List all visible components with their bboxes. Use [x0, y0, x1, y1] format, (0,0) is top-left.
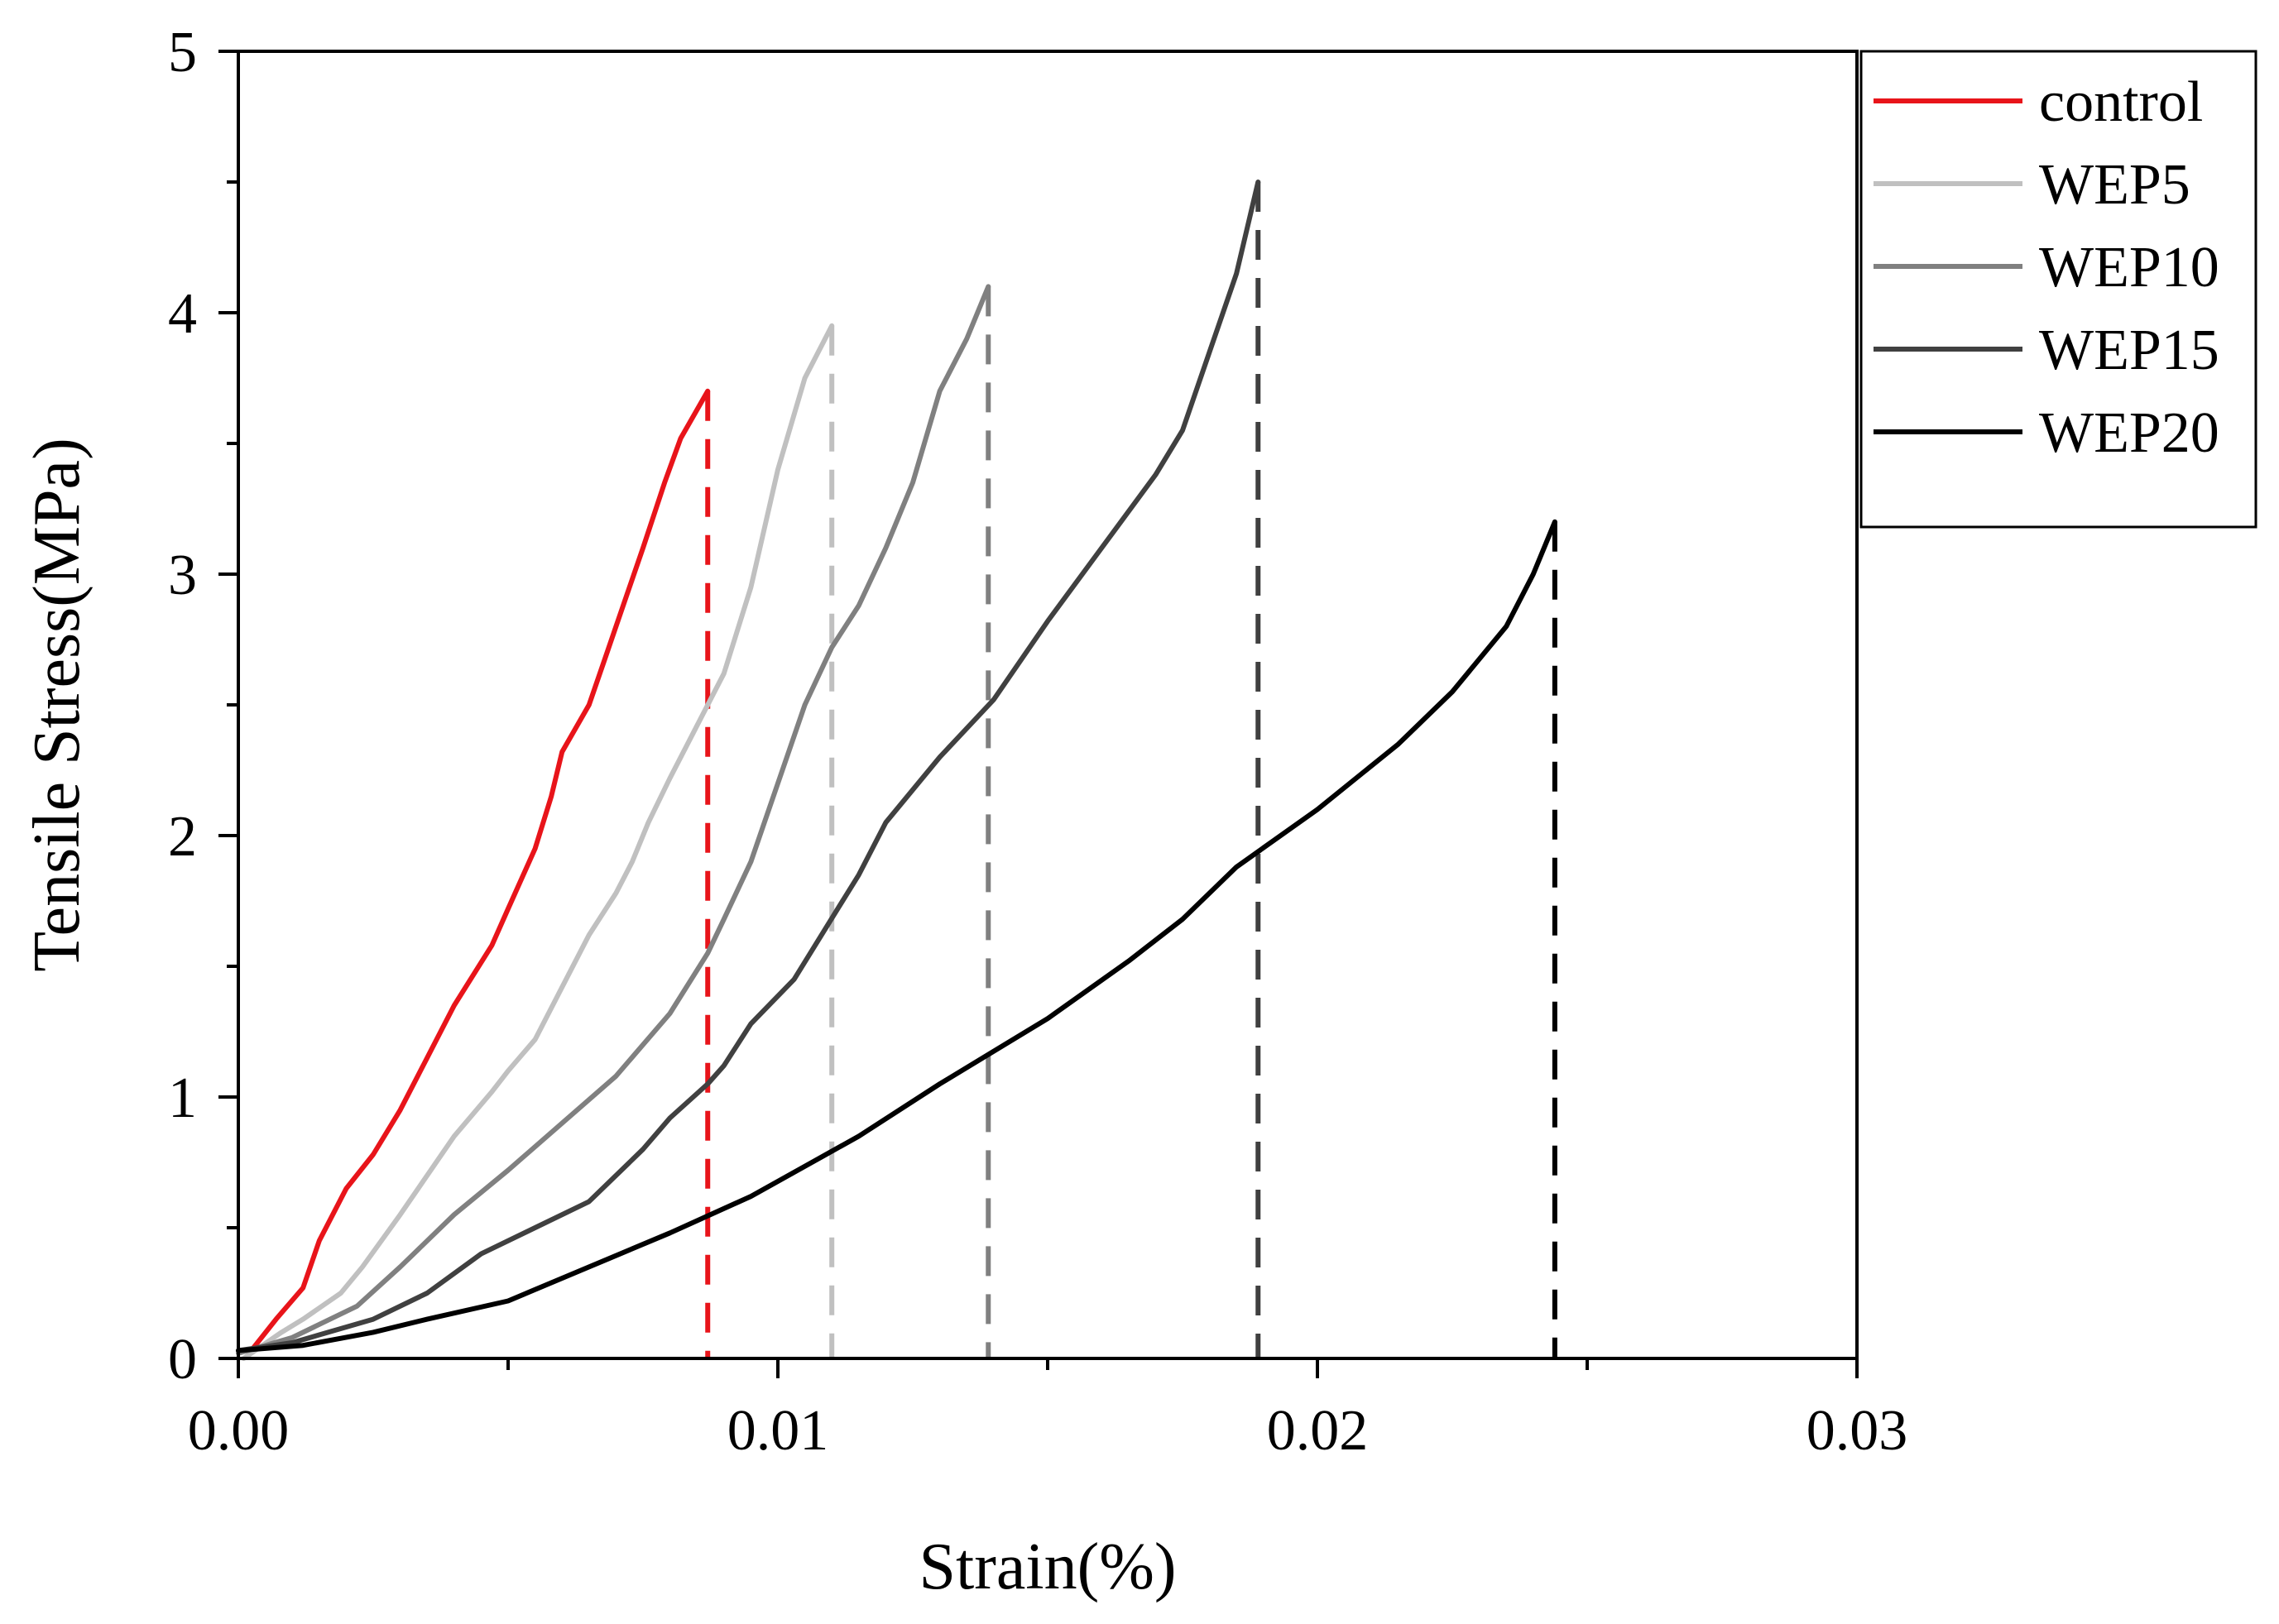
legend-box — [1859, 50, 2257, 529]
x-tick-label: 0.00 — [188, 1399, 290, 1463]
x-tick-label: 0.03 — [1806, 1399, 1908, 1463]
series-layer — [236, 180, 1557, 1361]
legend-label-wep5: WEP5 — [2039, 153, 2190, 217]
legend-label-control: control — [2039, 70, 2203, 134]
y-tick-label: 0 — [168, 1328, 197, 1392]
legend-label-wep15: WEP15 — [2039, 319, 2219, 382]
series-line-wep5 — [241, 323, 835, 1361]
legend-label-wep10: WEP10 — [2039, 236, 2219, 299]
x-tick-label: 0.01 — [727, 1399, 829, 1463]
y-tick-label: 4 — [168, 282, 197, 346]
series-line-control — [247, 388, 711, 1356]
y-axis-title: Tensile Stress(MPa) — [21, 438, 94, 971]
legend: control WEP5 WEP10 WEP15 WEP20 — [1859, 50, 2257, 529]
y-tick-label: 2 — [168, 805, 197, 869]
series-line-wep15 — [236, 180, 1261, 1353]
series-line-wep20 — [236, 519, 1557, 1353]
x-axis-title: Strain(%) — [919, 1531, 1176, 1603]
y-tick-label: 3 — [168, 544, 197, 607]
y-tick-label: 5 — [168, 21, 197, 84]
y-tick-label: 1 — [168, 1066, 197, 1130]
series-line-wep10 — [236, 284, 991, 1356]
legend-label-wep20: WEP20 — [2039, 401, 2219, 465]
y-axis-ticks: 0 1 2 3 4 5 — [168, 21, 238, 1392]
x-axis-ticks: 0.00 0.01 0.02 0.03 — [188, 1358, 1908, 1463]
x-tick-label: 0.02 — [1267, 1399, 1369, 1463]
